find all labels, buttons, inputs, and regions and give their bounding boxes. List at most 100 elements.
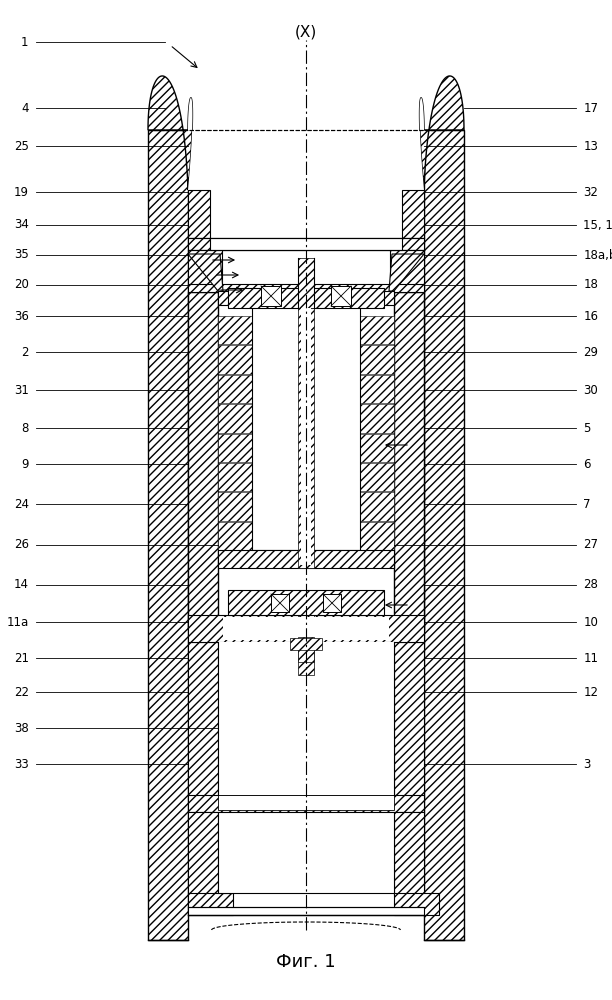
Bar	[188, 642, 218, 800]
Text: 12: 12	[583, 686, 599, 698]
Bar	[210, 238, 402, 250]
Text: 36: 36	[14, 310, 29, 322]
Bar	[218, 345, 252, 374]
Text: 7: 7	[583, 497, 591, 510]
Bar	[298, 590, 314, 675]
Bar	[424, 130, 464, 940]
Bar	[218, 492, 252, 521]
Bar	[218, 404, 252, 432]
Bar	[360, 316, 394, 344]
Bar	[271, 594, 289, 612]
Polygon shape	[148, 76, 192, 190]
Bar	[360, 522, 394, 550]
Text: Фиг. 1: Фиг. 1	[276, 953, 336, 971]
Text: 33: 33	[14, 758, 29, 770]
Bar	[360, 492, 394, 521]
Text: 31: 31	[14, 383, 29, 396]
Bar	[390, 250, 424, 288]
Bar	[360, 375, 394, 403]
Text: 34: 34	[14, 219, 29, 232]
Bar	[218, 550, 394, 568]
Text: 2: 2	[21, 346, 29, 359]
Text: 30: 30	[583, 383, 598, 396]
Bar	[394, 893, 439, 915]
Text: 29: 29	[583, 346, 599, 359]
Text: 11: 11	[583, 652, 599, 664]
Bar	[218, 375, 252, 403]
Bar	[290, 638, 322, 650]
Bar	[223, 617, 389, 640]
Bar	[301, 308, 311, 565]
Polygon shape	[188, 98, 424, 190]
Text: 32: 32	[583, 186, 598, 198]
Text: 14: 14	[13, 578, 29, 591]
Text: 1: 1	[21, 35, 29, 48]
Bar	[331, 286, 351, 306]
Bar	[360, 345, 394, 374]
Bar	[360, 463, 394, 491]
Text: 27: 27	[583, 538, 599, 552]
Text: 9: 9	[21, 458, 29, 471]
Bar	[218, 434, 252, 462]
Text: 35: 35	[14, 248, 29, 261]
Bar	[298, 637, 314, 662]
Bar	[218, 642, 394, 795]
Text: 15, 15a: 15, 15a	[583, 219, 612, 232]
Bar	[228, 288, 384, 308]
Text: 21: 21	[13, 652, 29, 664]
Bar	[188, 795, 424, 812]
Bar	[261, 286, 281, 306]
Bar	[252, 305, 360, 550]
Bar	[188, 238, 424, 250]
Bar	[323, 594, 341, 612]
Text: 3: 3	[583, 758, 591, 770]
Polygon shape	[389, 254, 424, 291]
Text: 17: 17	[583, 102, 599, 114]
Polygon shape	[420, 76, 464, 190]
Bar	[188, 190, 210, 238]
Bar	[360, 404, 394, 432]
Bar	[402, 190, 424, 238]
Bar	[360, 434, 394, 462]
Bar	[148, 130, 188, 940]
Text: 19: 19	[13, 186, 29, 198]
Bar	[188, 615, 424, 642]
Text: 6: 6	[583, 458, 591, 471]
Bar	[218, 291, 394, 305]
Text: 24: 24	[13, 497, 29, 510]
Bar	[218, 316, 252, 344]
Text: 18: 18	[583, 278, 598, 292]
Text: 16: 16	[583, 310, 599, 322]
Text: 10: 10	[583, 615, 598, 629]
Text: 28: 28	[583, 578, 598, 591]
Text: 4: 4	[21, 102, 29, 114]
Bar	[188, 250, 222, 288]
Bar	[394, 642, 424, 800]
Bar	[298, 275, 314, 568]
Text: 25: 25	[14, 139, 29, 152]
Bar	[218, 463, 252, 491]
Bar	[188, 907, 424, 915]
Text: (X): (X)	[295, 24, 317, 39]
Text: 38: 38	[14, 722, 29, 734]
Text: 26: 26	[13, 538, 29, 552]
Text: 22: 22	[13, 686, 29, 698]
Bar	[188, 812, 218, 895]
Text: 18a,b: 18a,b	[583, 248, 612, 261]
Polygon shape	[188, 254, 223, 291]
Bar	[298, 258, 314, 308]
Bar	[188, 284, 424, 292]
Bar	[188, 893, 233, 915]
Text: 11a: 11a	[6, 615, 29, 629]
Text: 8: 8	[21, 422, 29, 434]
Bar	[218, 522, 252, 550]
Bar	[394, 812, 424, 895]
Text: 13: 13	[583, 139, 598, 152]
Text: 20: 20	[14, 278, 29, 292]
Bar	[218, 812, 394, 893]
Bar	[188, 292, 218, 630]
Bar	[228, 590, 384, 615]
Text: 5: 5	[583, 422, 591, 434]
Bar	[394, 292, 424, 630]
Bar	[218, 795, 394, 810]
